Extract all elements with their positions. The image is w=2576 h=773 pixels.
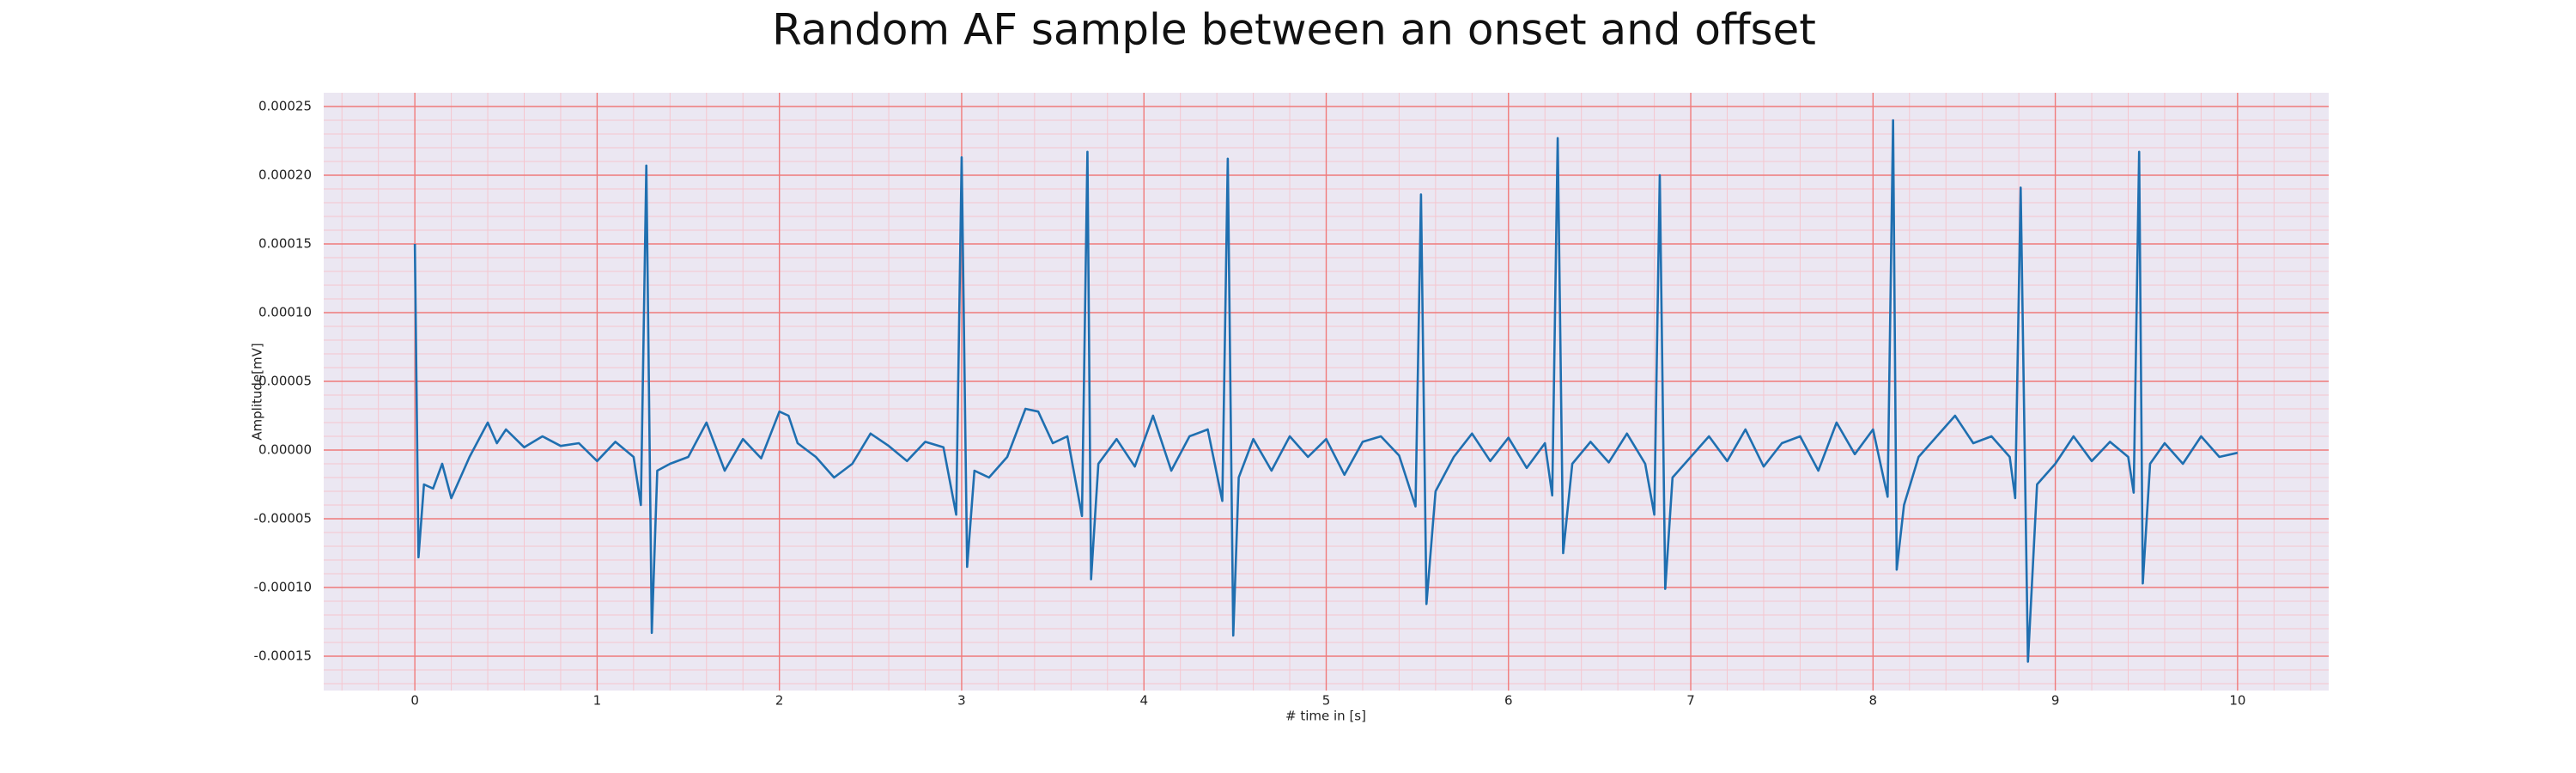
y-tick-label: 0.00010	[258, 305, 312, 320]
chart-title: Random AF sample between an onset and of…	[772, 5, 1816, 55]
x-tick-label: 6	[1504, 693, 1513, 709]
x-tick-label: 2	[775, 693, 784, 709]
y-tick-label: -0.00010	[254, 580, 312, 595]
y-axis-label: Amplitude[mV]	[250, 343, 265, 440]
x-tick-label: 7	[1686, 693, 1695, 709]
y-tick-label: -0.00015	[254, 648, 312, 664]
x-tick-label: 9	[2051, 693, 2060, 709]
x-tick-label: 1	[593, 693, 602, 709]
y-tick-label: 0.00005	[258, 374, 312, 389]
x-tick-label: 5	[1322, 693, 1331, 709]
ecg-line	[413, 119, 2239, 663]
y-tick-label: 0.00000	[258, 442, 312, 458]
x-axis-label: # time in [s]	[1285, 709, 1366, 724]
x-tick-label: 0	[410, 693, 419, 709]
x-tick-label: 4	[1139, 693, 1148, 709]
x-tick-label: 10	[2229, 693, 2245, 709]
x-tick-label: 8	[1869, 693, 1878, 709]
y-tick-label: 0.00015	[258, 236, 312, 252]
y-tick-label: -0.00005	[254, 511, 312, 526]
y-tick-label: 0.00025	[258, 99, 312, 114]
x-tick-label: 3	[957, 693, 966, 709]
y-tick-label: 0.00020	[258, 167, 312, 183]
